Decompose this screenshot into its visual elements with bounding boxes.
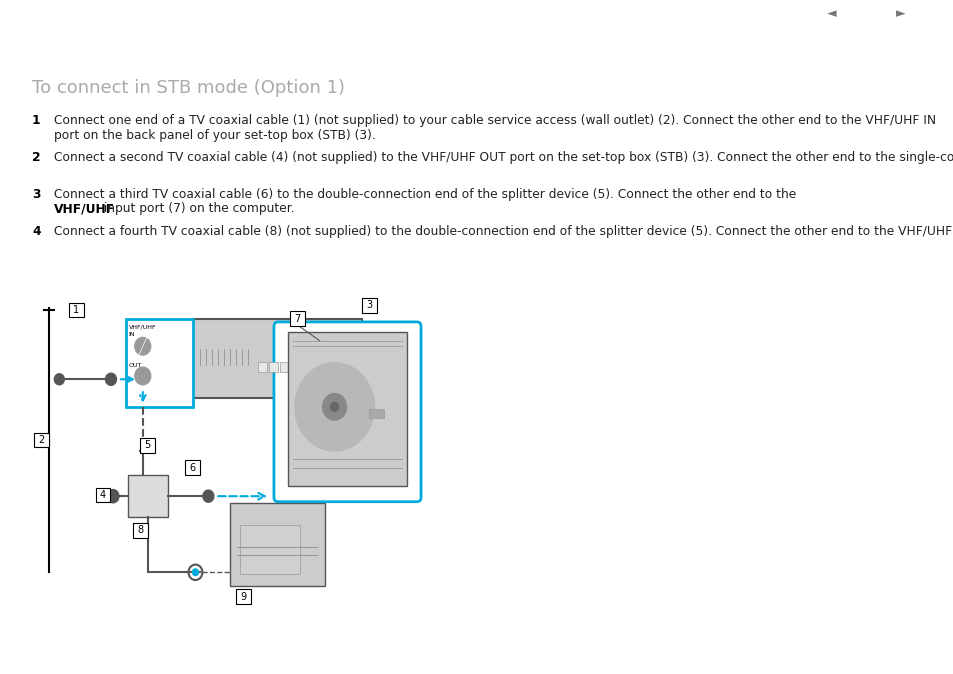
Text: Connect a fourth TV coaxial cable (8) (not supplied) to the double-connection en: Connect a fourth TV coaxial cable (8) (n…	[54, 225, 953, 238]
Circle shape	[193, 569, 198, 576]
FancyBboxPatch shape	[95, 488, 111, 502]
Circle shape	[134, 367, 151, 385]
Text: 7: 7	[294, 313, 300, 324]
FancyBboxPatch shape	[185, 460, 200, 474]
Text: IN: IN	[129, 332, 135, 337]
Bar	[269, 362, 277, 371]
FancyBboxPatch shape	[69, 303, 84, 317]
Text: VHF/UHF: VHF/UHF	[129, 324, 156, 329]
Text: Connect a third TV coaxial cable (6) to the double-connection end of the splitte: Connect a third TV coaxial cable (6) to …	[54, 188, 796, 201]
Bar	[369, 409, 384, 418]
Bar	[128, 475, 168, 517]
Circle shape	[203, 490, 213, 502]
Text: 1: 1	[73, 305, 79, 315]
Bar	[288, 332, 407, 486]
Circle shape	[331, 402, 338, 411]
Bar	[240, 525, 299, 574]
Circle shape	[322, 394, 346, 420]
FancyBboxPatch shape	[34, 433, 49, 447]
FancyBboxPatch shape	[133, 523, 148, 538]
Circle shape	[106, 373, 116, 386]
Bar	[339, 346, 357, 379]
Text: 3: 3	[366, 301, 372, 311]
Circle shape	[134, 338, 151, 355]
Text: input port (7) on the computer.: input port (7) on the computer.	[100, 202, 294, 215]
Text: VAIO: VAIO	[17, 18, 92, 47]
Text: VHF/UHF: VHF/UHF	[54, 202, 115, 215]
Text: 4: 4	[100, 490, 106, 500]
Text: Connect one end of a TV coaxial cable (1) (not supplied) to your cable service a: Connect one end of a TV coaxial cable (1…	[54, 114, 935, 142]
Text: ◄: ◄	[826, 7, 836, 20]
Circle shape	[107, 489, 119, 503]
FancyBboxPatch shape	[361, 298, 376, 313]
Bar	[279, 362, 289, 371]
Text: OUT: OUT	[129, 363, 142, 368]
Text: 51: 51	[855, 6, 876, 21]
Text: Using Your VAIO Computer: Using Your VAIO Computer	[770, 44, 926, 57]
FancyBboxPatch shape	[126, 319, 193, 407]
Text: To connect in STB mode (Option 1): To connect in STB mode (Option 1)	[32, 79, 345, 97]
Text: 2: 2	[38, 435, 45, 445]
Text: 6: 6	[190, 462, 195, 472]
Circle shape	[294, 363, 374, 451]
Text: 3: 3	[32, 188, 40, 201]
Bar	[257, 362, 267, 371]
Bar	[291, 362, 299, 371]
Text: 9: 9	[240, 592, 246, 602]
Bar	[193, 319, 362, 398]
Circle shape	[54, 374, 64, 385]
Text: Connect a second TV coaxial cable (4) (not supplied) to the VHF/UHF OUT port on : Connect a second TV coaxial cable (4) (n…	[54, 151, 953, 164]
Text: 1: 1	[32, 114, 41, 127]
Text: 4: 4	[32, 225, 40, 238]
Text: 8: 8	[137, 525, 144, 535]
Text: 2: 2	[32, 151, 41, 164]
Text: ►: ►	[895, 7, 904, 20]
FancyBboxPatch shape	[235, 589, 251, 604]
FancyBboxPatch shape	[274, 322, 420, 501]
FancyBboxPatch shape	[140, 438, 155, 453]
FancyBboxPatch shape	[290, 311, 305, 326]
Text: 5: 5	[145, 440, 151, 450]
Bar	[230, 503, 324, 586]
